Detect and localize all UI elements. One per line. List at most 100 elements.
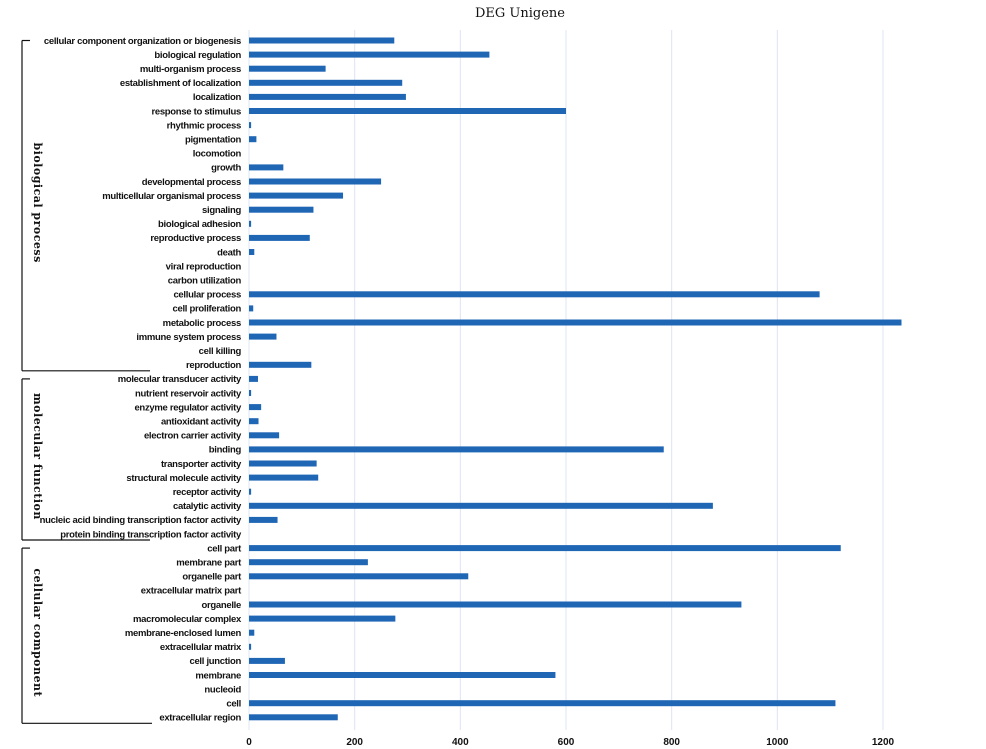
bar xyxy=(249,418,259,425)
bar xyxy=(249,291,820,298)
bar xyxy=(249,93,406,100)
category-label: cell killing xyxy=(199,346,242,357)
bar xyxy=(249,249,255,255)
category-label: pigmentation xyxy=(185,135,242,146)
bar xyxy=(249,474,319,481)
bar xyxy=(249,700,836,707)
category-label: reproductive process xyxy=(150,233,241,244)
category-label: multicellular organismal process xyxy=(102,191,241,202)
bar xyxy=(249,65,326,72)
category-label: cellular component organization or bioge… xyxy=(44,36,241,47)
bar xyxy=(249,51,490,58)
x-tick-label: 600 xyxy=(558,737,575,748)
x-tick-label: 800 xyxy=(663,737,680,748)
category-label: antioxidant activity xyxy=(161,417,242,428)
category-label: molecular transducer activity xyxy=(118,374,242,385)
category-label: multi-organism process xyxy=(140,64,241,75)
bar xyxy=(249,446,664,453)
bar xyxy=(249,136,257,143)
group-label: biological process xyxy=(31,142,44,262)
category-label: localization xyxy=(193,92,242,103)
x-tick-label: 0 xyxy=(246,737,252,748)
category-label: cell part xyxy=(207,543,242,554)
category-label: electron carrier activity xyxy=(144,431,242,442)
category-label: nucleic acid binding transcription facto… xyxy=(40,515,242,526)
category-label: locomotion xyxy=(193,149,242,160)
x-tick-label: 1000 xyxy=(766,737,789,748)
bar xyxy=(249,432,280,439)
bar xyxy=(249,404,262,411)
category-label: establishment of localization xyxy=(120,78,242,89)
category-label: developmental process xyxy=(142,177,241,188)
category-label: binding xyxy=(209,445,242,456)
category-label: extracellular matrix part xyxy=(141,586,242,597)
bar xyxy=(249,502,713,509)
category-label: receptor activity xyxy=(173,487,242,498)
category-labels: cellular component organization or bioge… xyxy=(40,36,243,724)
x-tick-label: 400 xyxy=(452,737,469,748)
bar xyxy=(249,178,382,185)
category-label: macromolecular complex xyxy=(133,614,242,625)
category-label: protein binding transcription factor act… xyxy=(60,529,242,540)
category-label: nutrient reservoir activity xyxy=(135,388,242,399)
x-tick-label: 200 xyxy=(346,737,363,748)
category-label: extracellular region xyxy=(159,713,241,724)
bar xyxy=(249,333,277,340)
category-label: biological adhesion xyxy=(158,219,241,230)
bar xyxy=(249,643,252,650)
x-axis-ticks: 0 200 400 600 800 1000 1200 xyxy=(246,737,894,748)
bar xyxy=(249,488,252,495)
category-label: cell junction xyxy=(189,656,241,667)
bar xyxy=(249,516,278,523)
category-label: death xyxy=(217,247,241,258)
category-label: organelle part xyxy=(182,572,242,583)
group-label: molecular function xyxy=(31,393,44,520)
category-label: extracellular matrix xyxy=(160,642,242,653)
x-tick-label: 1200 xyxy=(872,737,895,748)
category-label: catalytic activity xyxy=(173,501,242,512)
category-label: organelle xyxy=(201,600,241,611)
bar xyxy=(249,559,368,566)
bar xyxy=(249,714,338,721)
bar xyxy=(249,319,902,326)
bar xyxy=(249,657,285,664)
category-label: rhythmic process xyxy=(167,120,241,131)
category-label: membrane part xyxy=(176,558,242,569)
bar xyxy=(249,206,314,213)
category-label: carbon utilization xyxy=(168,276,242,287)
bar xyxy=(249,122,252,129)
category-label: cellular process xyxy=(173,290,241,301)
category-label: biological regulation xyxy=(154,50,241,61)
bar xyxy=(249,234,310,241)
chart-title: DEG Unigene xyxy=(475,6,565,21)
category-label: membrane-enclosed lumen xyxy=(125,628,242,639)
bar xyxy=(249,390,252,396)
bar xyxy=(249,164,284,171)
category-label: immune system process xyxy=(136,332,241,343)
category-label: transporter activity xyxy=(161,459,242,470)
bar xyxy=(249,79,403,86)
category-label: viral reproduction xyxy=(166,261,242,272)
bar xyxy=(249,573,469,580)
bar xyxy=(249,629,255,636)
bar xyxy=(249,375,258,382)
bar xyxy=(249,601,742,608)
category-label: membrane xyxy=(195,670,241,681)
category-label: cell xyxy=(226,699,241,710)
bars xyxy=(249,37,902,721)
group-brackets: biological process molecular function cell… xyxy=(21,39,152,724)
bar xyxy=(249,220,252,227)
category-label: metabolic process xyxy=(163,318,241,329)
bar xyxy=(249,672,556,678)
category-label: growth xyxy=(211,163,241,174)
category-label: nucleoid xyxy=(204,684,241,695)
category-label: cell proliferation xyxy=(172,304,241,315)
bar xyxy=(249,545,841,552)
bar xyxy=(249,192,344,199)
bar xyxy=(249,37,395,44)
group-label: cellular component xyxy=(31,568,44,697)
bar xyxy=(249,460,317,467)
category-label: response to stimulus xyxy=(151,106,241,117)
bar xyxy=(249,361,312,368)
